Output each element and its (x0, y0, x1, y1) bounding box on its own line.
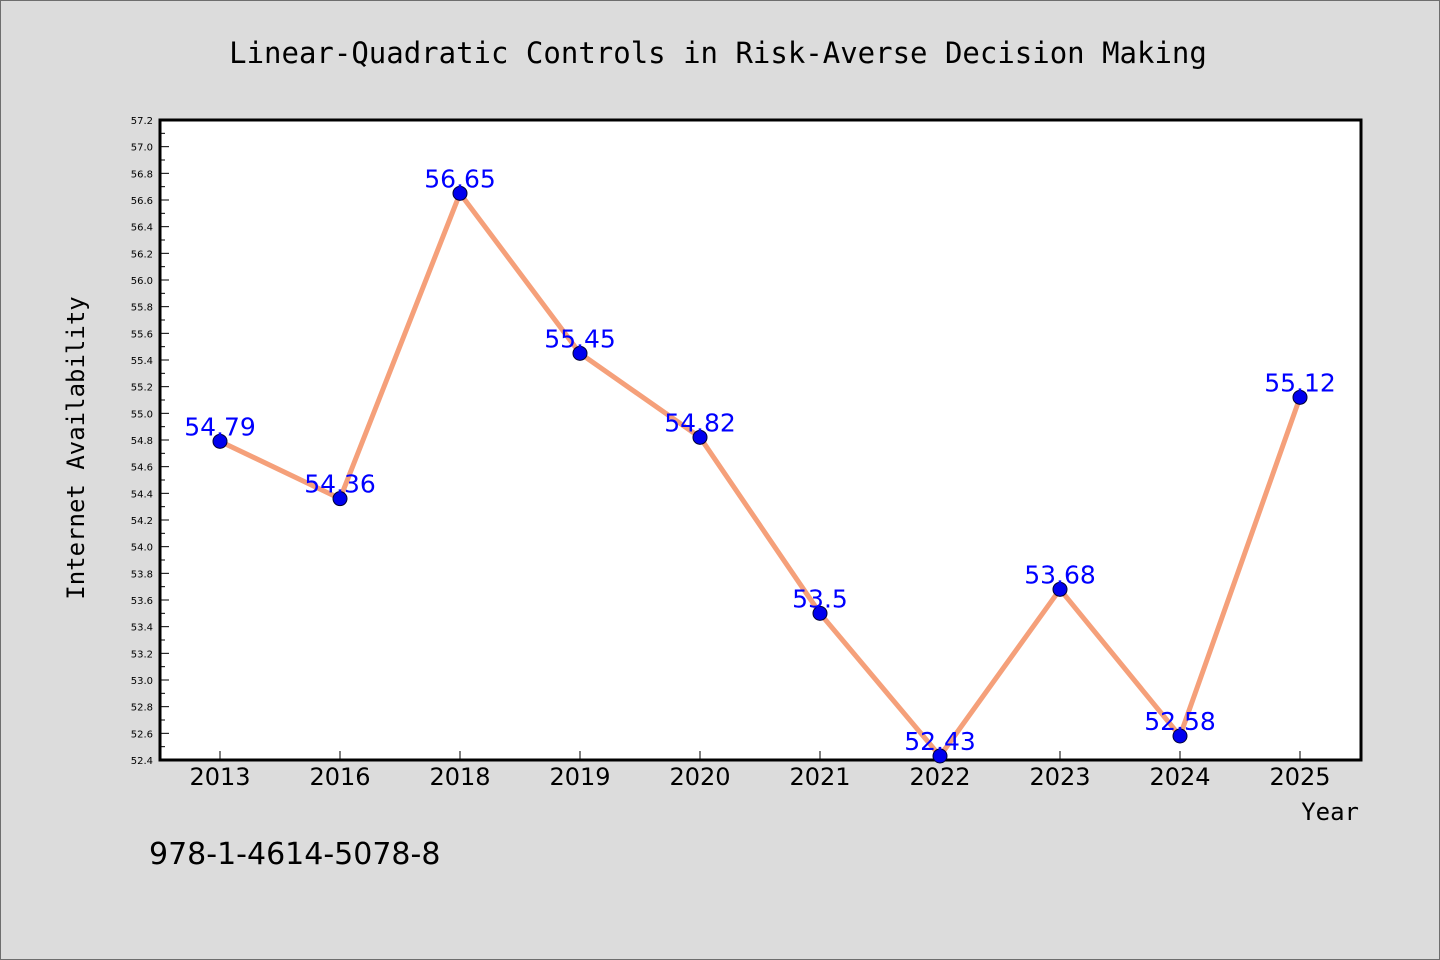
y-tick-label: 53.6 (131, 596, 153, 607)
x-tick-label: 2023 (1029, 763, 1090, 791)
y-tick-label: 55.6 (131, 329, 153, 340)
data-point-label: 52.58 (1144, 707, 1216, 736)
series-line (217, 190, 1303, 759)
x-tick-label: 2022 (909, 763, 970, 791)
data-point-label: 52.43 (904, 727, 976, 756)
data-point-marker (932, 748, 948, 764)
y-tick-label: 56.4 (131, 223, 153, 234)
y-tick-label: 53.8 (131, 569, 153, 580)
data-point-label: 55.45 (544, 324, 616, 353)
data-point-marker (812, 605, 828, 621)
x-tick-label: 2018 (429, 763, 490, 791)
data-point-marker (212, 433, 228, 449)
data-point-marker (692, 429, 708, 445)
data-point-label: 54.82 (664, 408, 736, 437)
x-tick-label: 2025 (1269, 763, 1330, 791)
y-tick-label: 53.0 (131, 676, 153, 687)
isbn-text: 978-1-4614-5078-8 (149, 837, 440, 872)
x-tick-label: 2019 (549, 763, 610, 791)
y-tick-label: 54.6 (131, 463, 153, 474)
x-axis-label: Year (1301, 798, 1359, 826)
data-point-label: 54.36 (304, 470, 376, 499)
markers-group (212, 185, 1308, 764)
y-tick-label: 55.8 (131, 303, 153, 314)
y-axis: 52.4 52.6 52.8 53.0 53.2 53.4 53.6 53.8 54.0 54.2… (131, 116, 169, 767)
y-tick-label: 54.4 (131, 489, 153, 500)
data-labels-group: 54.79 54.36 56.65 55.45 54.82 53.5 52.43 53.68 5… (184, 164, 1336, 756)
data-point-marker (452, 185, 468, 201)
y-tick-label: 56.6 (131, 196, 153, 207)
y-tick-label: 55.0 (131, 409, 153, 420)
y-tick-label: 55.2 (131, 383, 153, 394)
chart-title: Linear-Quadratic Controls in Risk-Averse… (229, 36, 1207, 70)
plot-area (158, 118, 1363, 762)
y-tick-label: 52.4 (131, 756, 153, 767)
y-tick-label: 54.2 (131, 516, 153, 527)
data-point-label: 56.65 (424, 164, 496, 193)
data-point-label: 55.12 (1264, 368, 1336, 397)
data-point-marker (1172, 728, 1188, 744)
y-tick-label: 56.0 (131, 276, 153, 287)
y-tick-label: 54.0 (131, 543, 153, 554)
y-tick-label: 57.2 (131, 116, 153, 127)
x-tick-label: 2020 (669, 763, 730, 791)
y-tick-label: 54.8 (131, 436, 153, 447)
x-tick-label: 2013 (189, 763, 250, 791)
data-point-marker (572, 345, 588, 361)
y-tick-label: 52.8 (131, 703, 153, 714)
data-point-marker (332, 491, 348, 507)
x-tick-label: 2021 (789, 763, 850, 791)
x-tick-label: 2016 (309, 763, 370, 791)
y-tick-label: 53.2 (131, 649, 153, 660)
y-tick-label: 55.4 (131, 356, 153, 367)
y-axis-label: Internet Availability (62, 296, 90, 599)
y-tick-label: 56.8 (131, 169, 153, 180)
data-point-label: 54.79 (184, 412, 256, 441)
y-tick-label: 52.6 (131, 729, 153, 740)
x-axis: 2013 2016 2018 2019 2020 2021 2022 2023 2024 2025 (189, 751, 1331, 791)
y-tick-label: 56.2 (131, 249, 153, 260)
series-line-group (217, 190, 1303, 759)
data-point-label: 53.5 (792, 584, 848, 613)
data-point-marker (1292, 389, 1308, 405)
data-point-marker (1052, 581, 1068, 597)
y-tick-label: 53.4 (131, 623, 153, 634)
x-tick-label: 2024 (1149, 763, 1210, 791)
data-point-label: 53.68 (1024, 560, 1096, 589)
y-tick-label: 57.0 (131, 143, 153, 154)
